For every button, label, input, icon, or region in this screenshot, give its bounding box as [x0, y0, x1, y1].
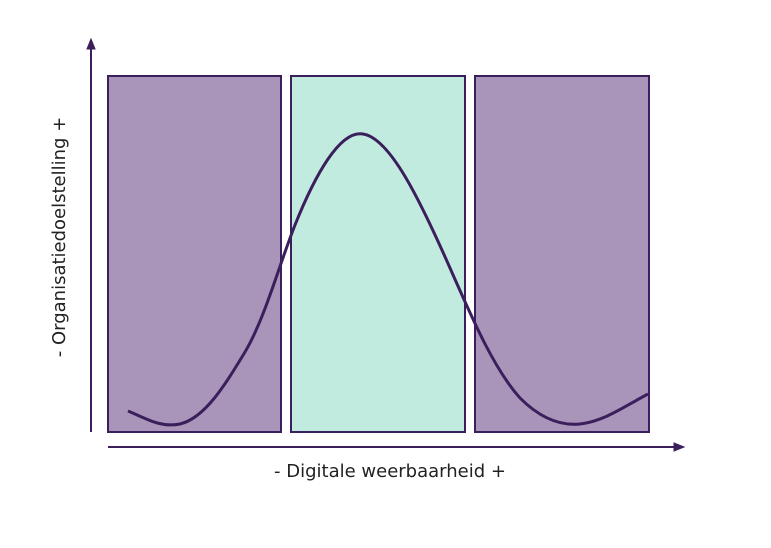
zone-right — [474, 75, 650, 433]
x-axis-label: - Digitale weerbaarheid + — [274, 461, 506, 482]
y-axis-label: - Organisatiedoelstelling + — [49, 117, 70, 358]
zone-left — [107, 75, 282, 433]
curve — [127, 132, 649, 427]
zone-middle — [290, 75, 466, 433]
